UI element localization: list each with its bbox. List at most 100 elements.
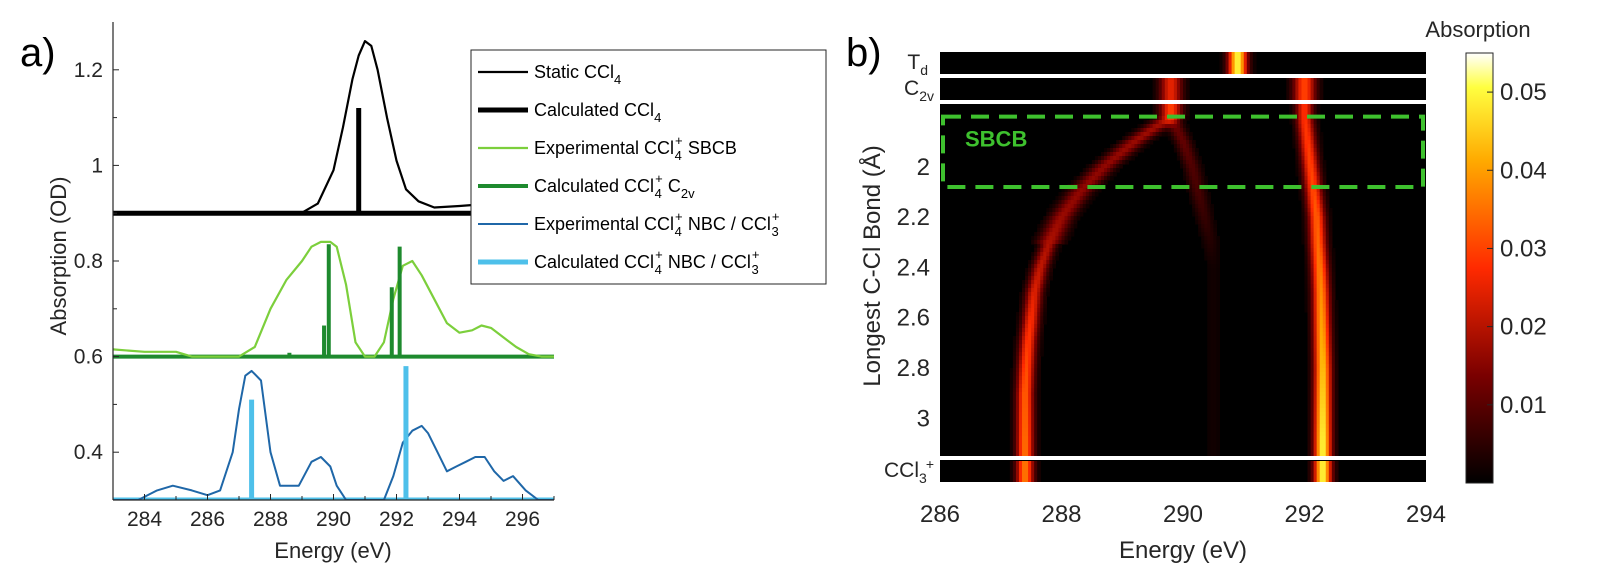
heatmap-cell <box>1295 108 1300 113</box>
heatmap-cell <box>1307 140 1312 145</box>
heatmap-cell <box>1316 168 1321 173</box>
heatmap-cell <box>1316 292 1321 297</box>
heatmap-cell <box>1316 424 1321 429</box>
heatmap-cell <box>1216 408 1221 413</box>
heatmap-cell <box>1025 372 1029 377</box>
heatmap-cell <box>1331 344 1336 349</box>
heatmap-cell <box>1307 308 1312 313</box>
heatmap-strip-cell <box>1313 78 1318 100</box>
heatmap-cell <box>1082 184 1087 189</box>
legend-entry: Calculated CCl4 <box>534 100 661 125</box>
heatmap-cell <box>1322 352 1327 357</box>
heatmap-cell <box>1037 352 1041 357</box>
heatmap-cell <box>1325 232 1330 237</box>
heatmap-cell <box>1298 164 1303 169</box>
heatmap-cell <box>1049 256 1053 261</box>
heatmap-cell <box>1207 380 1211 385</box>
heatmap-cell <box>1307 224 1312 229</box>
heatmap-cell <box>1146 128 1151 133</box>
heatmap-cell <box>1094 172 1099 177</box>
heatmap-cell <box>1028 360 1032 365</box>
heatmap-cell <box>1034 352 1038 357</box>
heatmap-cell <box>1012 392 1017 397</box>
heatmap-cell <box>1325 424 1330 429</box>
heatmap-cell <box>1310 160 1315 165</box>
heatmap-cell <box>1116 156 1120 161</box>
heatmap-cell <box>1009 376 1014 381</box>
heatmap-cell <box>1037 264 1041 269</box>
heatmap-cell <box>1031 448 1035 453</box>
heatmap-cell <box>1216 368 1221 373</box>
heatmap-cell <box>1325 324 1330 329</box>
heatmap-cell <box>1176 104 1181 109</box>
heatmap-cell <box>1213 288 1218 293</box>
heatmap-cell <box>1310 128 1315 133</box>
heatmap-cell <box>1025 404 1029 409</box>
heatmap-cell <box>1079 204 1084 209</box>
heatmap-cell <box>1192 164 1196 169</box>
heatmap-cell <box>1040 232 1044 237</box>
heatmap-cell <box>1107 172 1111 177</box>
heatmap-strip-cell <box>1170 78 1175 100</box>
heatmap-cell <box>1207 412 1211 417</box>
heatmap-cell <box>1334 316 1339 321</box>
heatmap-cell <box>1207 292 1211 297</box>
heatmap-cell <box>1018 452 1023 457</box>
heatmap-strip-cell <box>1231 52 1236 74</box>
heatmap-cell <box>1307 216 1312 221</box>
heatmap-strip-cell <box>1179 78 1184 100</box>
heatmap-cell <box>1207 364 1211 369</box>
heatmap-cell <box>1031 388 1035 393</box>
heatmap-cell <box>1122 156 1126 161</box>
legend-entry: Calculated CCl+ 4 NBC / CCl+ 3 <box>534 247 760 277</box>
heatmap-cell <box>1325 292 1330 297</box>
heatmap-cell <box>1316 196 1321 201</box>
heatmap-cell <box>1097 188 1102 193</box>
heatmap-cell <box>1198 224 1202 229</box>
heatmap-cell <box>1034 344 1038 349</box>
heatmap-strip-cell <box>1319 78 1324 100</box>
heatmap-cell <box>1040 352 1044 357</box>
heatmap-cell <box>1313 444 1318 449</box>
heatmap-strip-cell <box>1249 52 1254 74</box>
heatmap-cell <box>1146 140 1151 145</box>
heatmap-cell <box>1082 180 1087 185</box>
heatmap-cell <box>1022 452 1026 457</box>
heatmap-cell <box>1189 184 1193 189</box>
heatmap-cell <box>1319 332 1324 337</box>
heatmap-cell <box>1049 224 1053 229</box>
heatmap-cell <box>1034 372 1038 377</box>
heatmap-cell <box>1301 196 1306 201</box>
heatmap-cell <box>1216 316 1221 321</box>
heatmap-cell <box>1334 396 1339 401</box>
heatmap-cell <box>1167 132 1172 137</box>
heatmap-cell <box>1216 432 1221 437</box>
heatmap-cell <box>1100 168 1105 173</box>
heatmap-cell <box>1328 316 1333 321</box>
heatmap-cell <box>1319 136 1324 141</box>
heatmap-cell <box>1176 152 1181 157</box>
heatmap-cell <box>1192 168 1196 173</box>
heatmap-cell <box>1328 240 1333 245</box>
heatmap-cell <box>1310 316 1315 321</box>
heatmap-cell <box>1325 316 1330 321</box>
heatmap-cell <box>1195 156 1199 161</box>
heatmap-cell <box>1201 228 1205 233</box>
heatmap-cell <box>1301 216 1306 221</box>
heatmap-cell <box>1325 364 1330 369</box>
legend-tail: SBCB <box>683 138 737 158</box>
heatmap-cell <box>1313 440 1318 445</box>
heatmap-cell <box>1094 164 1099 169</box>
heatmap-cell <box>1028 420 1032 425</box>
heatmap-cell <box>1322 444 1327 449</box>
heatmap-cell <box>1046 228 1050 233</box>
heatmap-cell <box>1167 104 1172 109</box>
heatmap-cell <box>1319 228 1324 233</box>
heatmap-cell <box>1313 436 1318 441</box>
heatmap-cell <box>1322 448 1327 453</box>
heatmap-cell <box>1046 288 1050 293</box>
heatmap-cell <box>1331 348 1336 353</box>
x-tick-label: 296 <box>505 508 540 531</box>
heatmap-cell <box>1216 364 1221 369</box>
heatmap-cell <box>1100 160 1105 165</box>
